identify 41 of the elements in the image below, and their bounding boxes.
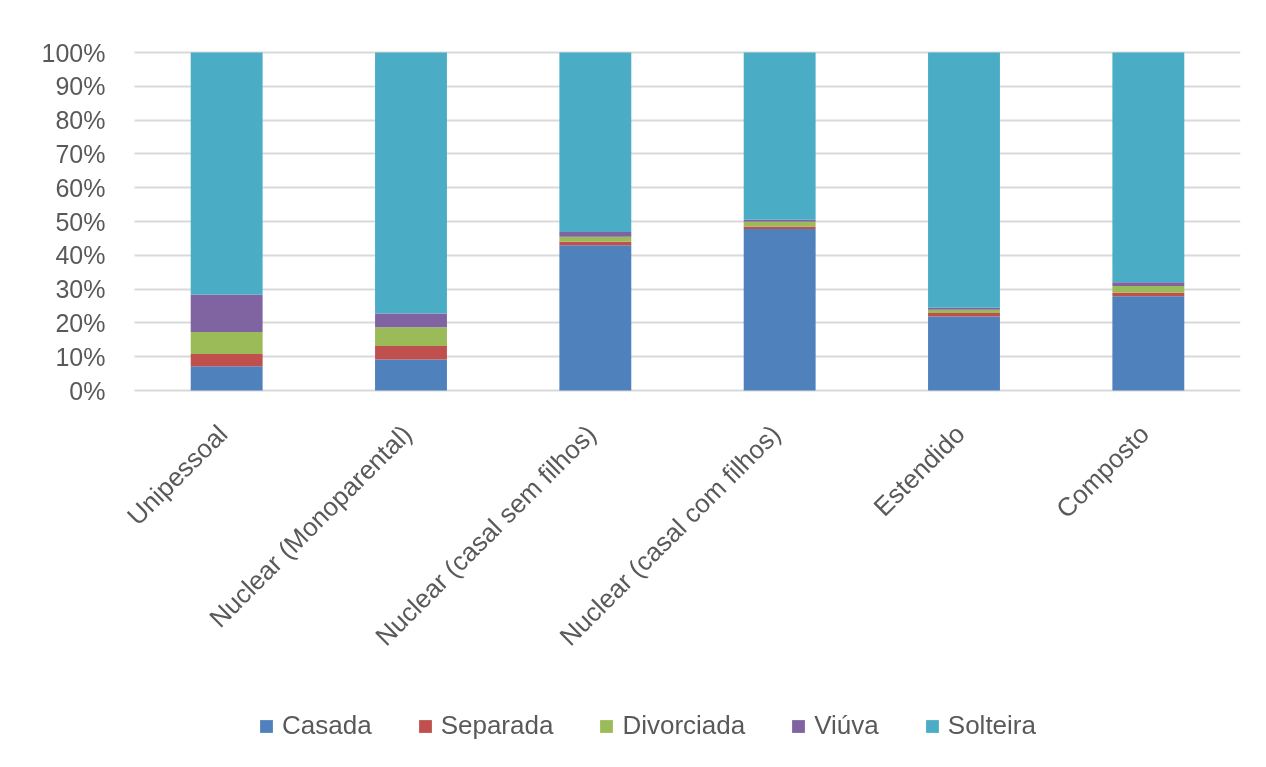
bar	[743, 52, 816, 220]
bar	[928, 316, 1000, 391]
y-tick-label: 80%	[55, 106, 106, 135]
y-tick-label: 20%	[55, 308, 106, 337]
bar	[743, 228, 816, 391]
y-tick-label: 0%	[69, 376, 106, 405]
bar	[190, 52, 263, 295]
y-tick-label: 10%	[55, 342, 106, 371]
bar	[1112, 282, 1185, 287]
bar	[190, 294, 263, 333]
legend-label: Viúva	[814, 710, 879, 741]
bar	[743, 219, 816, 222]
bar	[375, 359, 447, 391]
y-tick-label: 70%	[55, 139, 106, 168]
bar	[375, 52, 447, 314]
legend-label: Divorciada	[622, 710, 746, 741]
bar	[743, 221, 816, 227]
bar	[559, 245, 632, 391]
bar	[1112, 52, 1185, 283]
y-tick-label: 40%	[55, 241, 106, 270]
legend-label: Separada	[440, 710, 554, 741]
legend-label: Casada	[282, 710, 372, 741]
legend-label: Solteira	[947, 710, 1036, 741]
bar	[375, 327, 447, 346]
bar	[190, 332, 263, 354]
y-tick-label: 100%	[41, 38, 106, 67]
bar	[559, 231, 632, 237]
y-tick-label: 60%	[55, 173, 106, 202]
bar	[559, 52, 632, 232]
bar	[928, 307, 1000, 310]
y-tick-label: 50%	[55, 207, 106, 236]
bar	[1112, 286, 1185, 293]
bar	[375, 313, 447, 328]
y-tick-label: 90%	[55, 72, 106, 101]
bar	[375, 345, 447, 360]
y-tick-label: 30%	[55, 275, 106, 304]
bar	[190, 366, 263, 391]
bar	[1112, 296, 1185, 391]
bar	[190, 354, 263, 367]
bar	[928, 52, 1000, 308]
bar	[559, 236, 632, 242]
